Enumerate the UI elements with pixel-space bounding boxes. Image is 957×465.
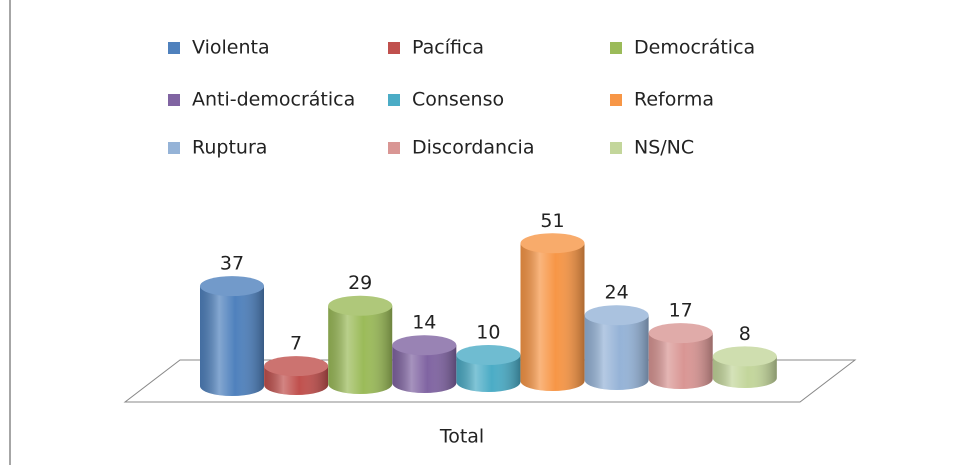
- cylinder-top: [328, 295, 393, 316]
- cylinder-top-highlight: [712, 346, 777, 367]
- cylinder-top-highlight: [648, 323, 713, 344]
- cylinder-top: [584, 305, 649, 326]
- cylinder-shading: [648, 333, 713, 389]
- data-label: 10: [476, 322, 500, 344]
- legend-label: Violenta: [192, 37, 270, 59]
- legend-label: NS/NC: [634, 137, 694, 159]
- legend-label: Anti-democrática: [192, 89, 355, 111]
- legend-swatch: [168, 142, 180, 154]
- cylinder-top-highlight: [456, 345, 521, 365]
- cylinder-shading: [328, 305, 393, 394]
- cylinder-shading: [520, 243, 585, 392]
- cylinder-top: [456, 345, 521, 365]
- category-label: Total: [439, 426, 484, 448]
- cylinder-top-highlight: [264, 356, 329, 377]
- legend-swatch: [388, 42, 400, 54]
- legend-label: Discordancia: [412, 137, 534, 159]
- legend-swatch: [168, 42, 180, 54]
- data-label: 51: [540, 210, 564, 232]
- cylinder-shading: [200, 286, 264, 396]
- legend-label: Democrática: [634, 37, 755, 59]
- data-label: 7: [290, 333, 302, 355]
- legend-swatch: [168, 94, 180, 106]
- cylinder-shading: [392, 345, 457, 393]
- legend-swatch: [610, 94, 622, 106]
- cylinder-top-highlight: [520, 233, 585, 254]
- legend-label: Consenso: [412, 89, 504, 111]
- legend-swatch: [610, 42, 622, 54]
- cylinder-shading: [456, 355, 521, 392]
- cylinder-top-highlight: [328, 295, 393, 316]
- cylinder-top: [200, 276, 264, 297]
- legend-label: Reforma: [634, 89, 714, 111]
- legend-swatch: [388, 142, 400, 154]
- data-label: 8: [739, 323, 751, 345]
- legend-label: Ruptura: [192, 137, 267, 159]
- cylinder-top-highlight: [200, 276, 264, 297]
- cylinder-top: [648, 323, 713, 344]
- legend-label: Pacífica: [412, 37, 484, 59]
- legend-swatch: [610, 142, 622, 154]
- cylinder-top-highlight: [584, 305, 649, 326]
- data-label: 29: [348, 272, 372, 294]
- cylinder-top: [392, 335, 457, 356]
- cylinder-top: [712, 346, 777, 367]
- cylinder-top: [264, 356, 329, 377]
- cylinder-top-highlight: [392, 335, 457, 356]
- cylinder-shading: [584, 315, 649, 390]
- data-label: 37: [220, 253, 244, 275]
- cylinder-top: [520, 233, 585, 254]
- data-label: 24: [605, 282, 629, 304]
- legend-swatch: [388, 94, 400, 106]
- data-label: 14: [412, 312, 436, 334]
- data-label: 17: [669, 300, 693, 322]
